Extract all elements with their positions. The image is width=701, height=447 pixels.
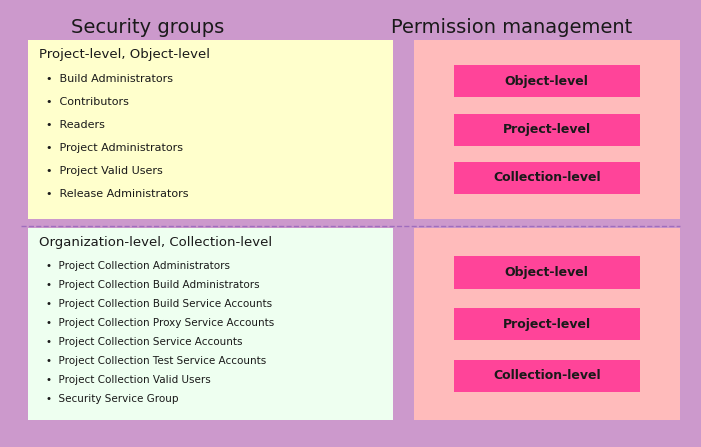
- Text: Collection-level: Collection-level: [493, 369, 601, 382]
- Text: •  Project Collection Valid Users: • Project Collection Valid Users: [46, 375, 210, 385]
- Text: •  Security Service Group: • Security Service Group: [46, 395, 178, 405]
- FancyBboxPatch shape: [454, 162, 640, 194]
- FancyBboxPatch shape: [454, 308, 640, 340]
- Text: Object-level: Object-level: [505, 75, 589, 88]
- Text: •  Project Collection Service Accounts: • Project Collection Service Accounts: [46, 337, 242, 347]
- FancyBboxPatch shape: [414, 228, 680, 420]
- Text: Organization-level, Collection-level: Organization-level, Collection-level: [39, 236, 272, 249]
- Text: Object-level: Object-level: [505, 266, 589, 279]
- Text: •  Project Administrators: • Project Administrators: [46, 143, 182, 153]
- Text: •  Build Administrators: • Build Administrators: [46, 74, 172, 84]
- Text: •  Readers: • Readers: [46, 120, 104, 130]
- Text: Project-level: Project-level: [503, 317, 591, 331]
- FancyBboxPatch shape: [28, 228, 393, 420]
- FancyBboxPatch shape: [454, 114, 640, 146]
- FancyBboxPatch shape: [454, 359, 640, 392]
- Text: •  Project Collection Test Service Accounts: • Project Collection Test Service Accoun…: [46, 357, 266, 367]
- FancyBboxPatch shape: [454, 65, 640, 97]
- Text: Project-level, Object-level: Project-level, Object-level: [39, 48, 210, 61]
- FancyBboxPatch shape: [414, 40, 680, 219]
- Text: •  Project Collection Build Service Accounts: • Project Collection Build Service Accou…: [46, 299, 272, 309]
- Text: Security groups: Security groups: [71, 18, 224, 37]
- Text: •  Project Collection Proxy Service Accounts: • Project Collection Proxy Service Accou…: [46, 318, 274, 329]
- Text: Permission management: Permission management: [391, 18, 632, 37]
- Text: Collection-level: Collection-level: [493, 171, 601, 185]
- FancyBboxPatch shape: [28, 40, 393, 219]
- Text: Project-level: Project-level: [503, 123, 591, 136]
- Text: •  Project Valid Users: • Project Valid Users: [46, 166, 163, 176]
- Text: •  Project Collection Administrators: • Project Collection Administrators: [46, 261, 229, 271]
- Text: •  Release Administrators: • Release Administrators: [46, 189, 188, 199]
- FancyBboxPatch shape: [454, 257, 640, 289]
- Text: •  Contributors: • Contributors: [46, 97, 128, 107]
- Text: •  Project Collection Build Administrators: • Project Collection Build Administrator…: [46, 281, 259, 291]
